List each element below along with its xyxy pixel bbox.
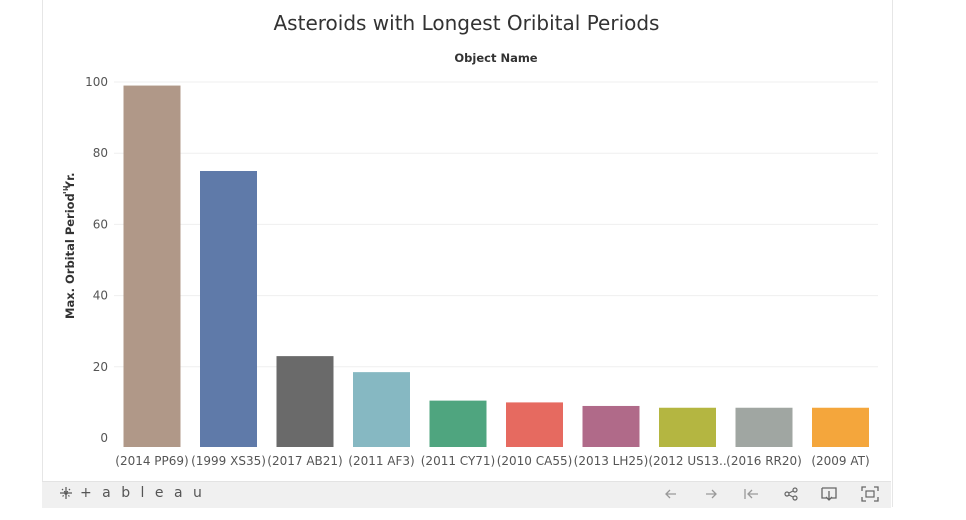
bar[interactable] (276, 356, 334, 447)
y-tick-label: 20 (93, 360, 108, 374)
x-tick-label: (2009 AT) (811, 454, 869, 468)
x-axis-ticks: (2014 PP69) (1999 XS35) (2017 AB21) (2011 A… (115, 454, 869, 468)
fullscreen-icon[interactable] (859, 484, 881, 504)
y-tick-label: 40 (93, 289, 108, 303)
bars (123, 85, 869, 447)
toolbar: + a b l e a u (42, 481, 891, 508)
x-tick-label: (2017 AB21) (267, 454, 342, 468)
download-icon[interactable] (818, 484, 840, 504)
bar[interactable] (200, 171, 257, 447)
revert-icon[interactable] (740, 484, 762, 504)
bar[interactable] (429, 400, 487, 447)
bar[interactable] (735, 407, 793, 447)
tableau-logo[interactable]: + a b l e a u (58, 485, 205, 501)
x-tick-label: (2013 LH25) (574, 454, 649, 468)
bar[interactable] (353, 372, 410, 447)
x-tick-label: (2011 CY71) (421, 454, 495, 468)
y-tick-label: 60 (93, 217, 108, 231)
y-tick-label: 100 (85, 75, 108, 89)
x-tick-label: (2010 CA55) (497, 454, 573, 468)
bar[interactable] (123, 85, 181, 447)
undo-icon[interactable] (660, 484, 682, 504)
share-icon[interactable] (780, 484, 802, 504)
sort-icon[interactable] (63, 186, 70, 194)
y-axis-label: Max. Orbital Period Yr. (63, 172, 77, 319)
x-tick-label: (2014 PP69) (115, 454, 188, 468)
x-tick-label: (1999 XS35) (191, 454, 266, 468)
chart-title: Asteroids with Longest Oribital Periods (273, 11, 660, 35)
bar[interactable] (659, 407, 716, 447)
y-tick-label: 80 (93, 146, 108, 160)
column-header: Object Name (454, 51, 538, 65)
tableau-logo-icon (60, 487, 72, 499)
tableau-logo-text: + a b l e a u (80, 485, 205, 501)
x-tick-label: (2016 RR20) (726, 454, 802, 468)
x-tick-label: (2011 AF3) (348, 454, 414, 468)
bar[interactable] (812, 407, 869, 447)
y-axis-ticks: 0 20 40 60 80 100 (85, 75, 108, 445)
redo-icon[interactable] (700, 484, 722, 504)
x-tick-label: (2012 US13.. (648, 454, 726, 468)
bar[interactable] (582, 405, 640, 447)
y-tick-label: 0 (100, 431, 108, 445)
bar[interactable] (506, 402, 563, 447)
